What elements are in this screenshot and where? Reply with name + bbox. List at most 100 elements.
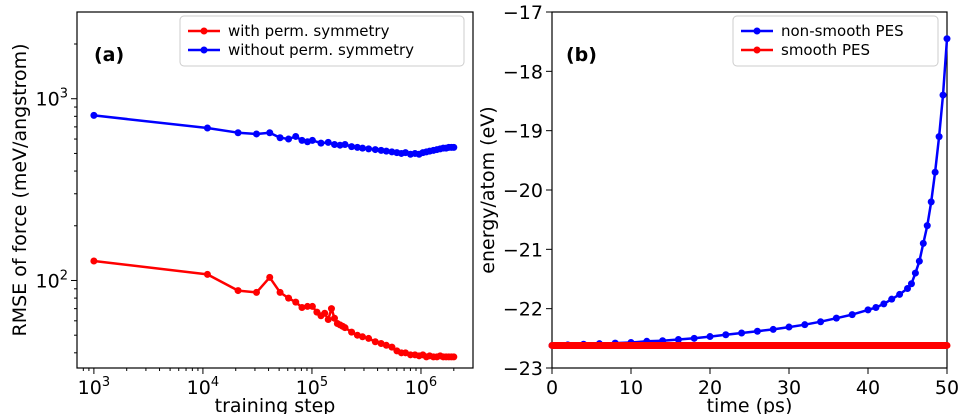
data-point <box>365 334 373 342</box>
data-point <box>943 341 951 349</box>
panel-b-x-axis-label: time (ps) <box>707 395 793 414</box>
data-point <box>923 222 931 230</box>
data-point <box>935 133 943 141</box>
data-point <box>371 338 379 346</box>
data-point <box>341 324 349 332</box>
panel-a-series <box>90 111 458 361</box>
data-point <box>785 341 793 349</box>
data-point <box>832 314 840 322</box>
data-point <box>907 280 915 288</box>
x-tick-label: 10 <box>619 377 643 399</box>
data-point <box>904 284 911 292</box>
data-point <box>298 136 306 144</box>
data-point <box>303 302 311 310</box>
data-point <box>722 331 730 339</box>
data-point <box>308 302 316 310</box>
data-point <box>348 143 356 151</box>
data-point <box>317 139 325 147</box>
data-point <box>674 336 682 344</box>
data-point <box>888 295 896 303</box>
data-point <box>276 134 284 142</box>
y-tick-label: −23 <box>503 358 543 380</box>
data-point <box>90 257 98 265</box>
data-point <box>931 168 939 176</box>
panel-a-x-ticks: 103 104 105 106 <box>78 368 455 399</box>
data-point <box>864 306 872 314</box>
data-point <box>324 138 332 146</box>
data-point <box>919 239 927 247</box>
panel-a-chart: 103 104 105 106 102 103 training step RMSE o… <box>9 11 474 414</box>
data-point <box>234 129 242 137</box>
x-tick-label: 106 <box>405 375 437 399</box>
data-point <box>667 341 674 349</box>
panel-a-frame <box>76 11 474 369</box>
data-point <box>285 135 293 143</box>
data-point <box>353 143 361 151</box>
data-point <box>817 318 825 326</box>
x-tick-label: 30 <box>777 377 801 399</box>
data-point <box>864 341 872 349</box>
data-point <box>706 341 714 349</box>
panel-b-x-ticks: 0 10 20 30 40 50 <box>546 368 959 399</box>
data-point <box>292 132 300 140</box>
data-point <box>377 146 385 154</box>
y-tick-label: −19 <box>503 121 543 143</box>
data-point <box>450 143 458 151</box>
data-point <box>266 129 274 137</box>
legend-marker <box>200 46 208 54</box>
data-point <box>324 316 332 324</box>
data-point <box>276 288 284 296</box>
series-line-1 <box>93 114 454 156</box>
data-point <box>785 323 793 331</box>
data-point <box>308 136 316 144</box>
legend-entry: non-smooth PES <box>781 22 904 40</box>
data-point <box>371 146 379 154</box>
panel-b-chart: 0 10 20 30 40 50 −23 −22 −21 −20 −19 −18 −17 time (… <box>477 2 959 414</box>
data-point <box>548 341 556 349</box>
data-point <box>872 303 880 311</box>
y-tick-label: −21 <box>503 239 543 261</box>
panel-b-series <box>548 35 951 349</box>
data-point <box>330 140 338 148</box>
y-tick-label: −20 <box>503 180 543 202</box>
data-point <box>252 130 260 138</box>
data-point <box>825 341 832 349</box>
data-point <box>627 341 635 349</box>
x-tick-label: 20 <box>698 377 722 399</box>
data-point <box>327 305 335 313</box>
legend-box <box>732 15 939 67</box>
data-point <box>848 311 856 319</box>
legend-entry: without perm. symmetry <box>228 41 414 59</box>
y-tick-label: −18 <box>503 61 543 83</box>
data-point <box>939 91 947 99</box>
data-point <box>285 294 293 302</box>
y-tick-label: −17 <box>503 2 543 24</box>
data-point <box>690 334 698 342</box>
data-point <box>915 257 923 265</box>
data-point <box>321 309 329 317</box>
data-point <box>330 314 338 322</box>
data-point <box>203 124 211 132</box>
data-point <box>252 288 260 296</box>
data-point <box>746 341 753 349</box>
legend-entry: smooth PES <box>781 41 870 59</box>
panel-b-y-ticks: −23 −22 −21 −20 −19 −18 −17 <box>503 2 552 380</box>
data-point <box>388 343 396 351</box>
data-point <box>382 147 390 155</box>
y-tick-label: −22 <box>503 299 543 321</box>
data-point <box>706 333 714 341</box>
data-point <box>927 198 935 206</box>
y-tick-label: 103 <box>36 87 68 111</box>
data-point <box>769 325 777 333</box>
data-point <box>365 145 373 153</box>
legend-marker <box>753 46 761 54</box>
panel-b-y-axis-label: energy/atom (eV) <box>477 106 499 273</box>
data-point <box>292 298 300 306</box>
data-point <box>738 329 746 337</box>
data-point <box>266 273 274 281</box>
series-line-0 <box>93 259 454 359</box>
data-point <box>896 290 904 298</box>
panel-a-x-axis-label: training step <box>215 395 336 414</box>
